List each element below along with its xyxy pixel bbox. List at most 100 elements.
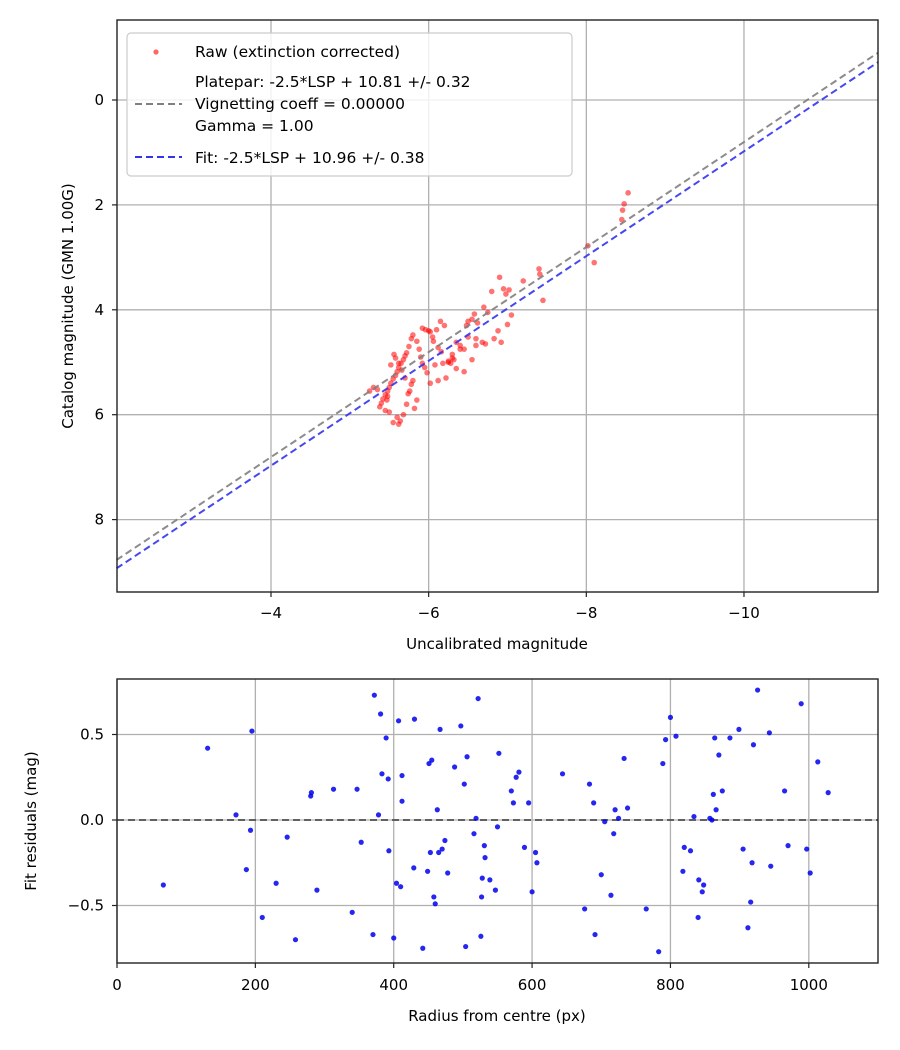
residual-point — [716, 752, 722, 758]
bottom-x-tick-label: 0 — [112, 976, 122, 994]
raw-point — [437, 318, 444, 325]
bottom-x-ticks: 0 200 400 600 800 1000 — [112, 963, 828, 994]
residual-point — [432, 901, 438, 907]
legend-platepar-line3: Gamma = 1.00 — [195, 117, 314, 135]
raw-point — [465, 318, 471, 325]
residual-point — [755, 687, 761, 693]
residual-point — [273, 880, 279, 886]
raw-point — [443, 375, 449, 381]
residual-point — [768, 863, 774, 869]
bottom-residuals-plot: 0 200 400 600 800 1000 −0.5 0.0 0.5 Radius from… — [22, 678, 879, 1025]
raw-point — [537, 271, 543, 277]
residual-point — [699, 889, 705, 895]
residual-point — [529, 889, 535, 895]
residual-point — [713, 807, 719, 813]
residual-point — [750, 742, 757, 748]
raw-point — [504, 321, 511, 328]
residual-point — [431, 894, 437, 900]
legend-raw-label: Raw (extinction corrected) — [195, 43, 400, 61]
residual-point — [643, 906, 649, 912]
raw-point — [508, 312, 515, 318]
residual-point — [621, 755, 627, 762]
raw-point — [500, 286, 507, 292]
residual-point — [377, 711, 384, 717]
raw-point — [503, 291, 509, 297]
raw-point — [496, 274, 503, 281]
residual-point — [370, 931, 376, 938]
residual-point — [395, 718, 402, 724]
residual-point — [247, 827, 254, 833]
raw-point — [411, 405, 418, 412]
top-y-tick-label: 0 — [94, 91, 104, 109]
raw-point — [520, 278, 527, 284]
residual-point — [532, 849, 539, 856]
raw-point — [408, 335, 415, 342]
residual-point — [696, 877, 702, 883]
residual-point — [798, 701, 804, 707]
residual-point — [475, 695, 481, 702]
residual-point — [680, 868, 686, 874]
residual-point — [411, 865, 417, 871]
residual-point — [602, 819, 608, 825]
residual-point — [709, 817, 715, 823]
raw-point — [386, 409, 393, 415]
raw-point — [481, 304, 487, 310]
raw-point — [424, 369, 430, 376]
residual-point — [386, 848, 392, 854]
residual-point — [592, 931, 598, 938]
raw-point — [506, 287, 512, 293]
residual-point — [379, 771, 385, 777]
platepar-line — [115, 51, 879, 561]
raw-point — [451, 356, 457, 363]
residual-point — [482, 855, 488, 861]
residual-point — [766, 730, 772, 736]
residual-point — [745, 925, 751, 931]
residual-point — [815, 759, 821, 765]
raw-point — [427, 380, 434, 387]
raw-point — [473, 335, 479, 342]
residual-point — [259, 914, 265, 921]
residual-point — [611, 831, 617, 837]
raw-point — [591, 259, 598, 266]
raw-point — [391, 351, 397, 358]
residual-point — [314, 887, 320, 893]
residual-point — [785, 843, 791, 849]
raw-point — [457, 346, 463, 352]
residual-point — [425, 868, 431, 874]
raw-point — [432, 362, 438, 368]
legend-box — [126, 32, 573, 177]
residual-point — [749, 860, 755, 866]
raw-point — [498, 339, 504, 346]
residual-point — [478, 933, 484, 939]
bottom-plot-frame — [116, 678, 879, 964]
residual-point — [385, 776, 391, 782]
residual-point — [712, 735, 718, 741]
residual-point — [608, 892, 614, 898]
raw-point — [621, 201, 627, 207]
residual-point — [719, 788, 725, 794]
residual-point — [399, 772, 405, 779]
top-y-tick-label: 8 — [94, 511, 104, 529]
raw-point — [406, 388, 413, 394]
residual-point — [473, 815, 479, 821]
raw-point — [619, 207, 626, 213]
residual-point — [429, 757, 435, 763]
raw-point — [482, 341, 489, 347]
residual-point — [701, 882, 707, 888]
bottom-y-axis-label: Fit residuals (mag) — [22, 751, 40, 890]
raw-point — [433, 326, 440, 333]
residual-point — [740, 846, 746, 852]
raw-point — [414, 397, 420, 403]
raw-point — [461, 368, 467, 375]
raw-point — [540, 297, 546, 304]
residual-point — [559, 771, 566, 777]
top-raw-points — [366, 190, 631, 427]
residual-point — [727, 735, 733, 741]
residual-point — [292, 937, 299, 943]
residual-point — [681, 844, 687, 850]
residual-point — [825, 790, 831, 796]
raw-point — [395, 360, 402, 367]
raw-point — [473, 342, 479, 349]
bottom-y-tick-label: 0.0 — [80, 811, 104, 829]
residual-point — [736, 726, 742, 732]
